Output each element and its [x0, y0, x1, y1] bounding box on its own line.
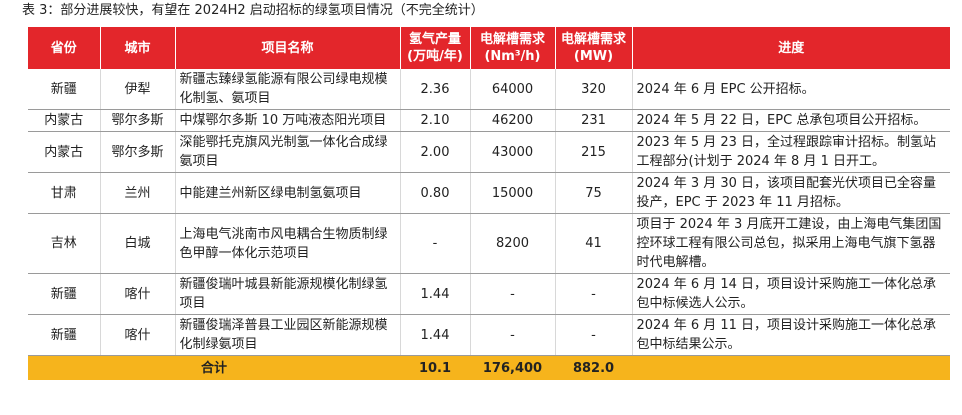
table-cell: 内蒙古 [28, 131, 100, 173]
table-cell: 新疆志臻绿氢能源有限公司绿电规模化制氢、氨项目 [174, 69, 400, 110]
header-text: (MW) [573, 49, 614, 64]
table-cell: 46200 [469, 109, 555, 132]
table-row: 吉林 白城 上海电气洮南市风电耦合生物质制绿色甲醇一体化示范项目 -8200 41 项目于… [28, 213, 950, 274]
table-cell: 2024 年 6 月 EPC 公开招标。 [631, 69, 950, 110]
header-text: 省份 [50, 40, 77, 56]
table-cell: 231 [554, 109, 632, 132]
header-cell: 氢气产量 (万吨/年) [399, 27, 470, 69]
total-cell: 882.0 [555, 355, 632, 380]
total-cell: 10.1 [400, 355, 470, 380]
table-cell: 上海电气洮南市风电耦合生物质制绿色甲醇一体化示范项目 [174, 213, 400, 274]
table-cell: 320 [554, 69, 632, 110]
table-cell: 2024 年 6 月 11 日，项目设计采购施工一体化总承包中标结果公示。 [631, 314, 950, 356]
table-cell: 2023 年 5 月 23 日，全过程跟踪审计招标。制氢站工程部分(计划于 20… [631, 131, 950, 173]
table-row: 新疆 喀什 新疆俊瑞泽普县工业园区新能源规模化制绿氨项目 1.44- -2024 年 6… [28, 314, 950, 356]
header-row: 省份 城市 项目名称 氢气产量 (万吨/年) 电解槽需求 (Nm³/h) 电解槽需求 (MW) 进… [28, 27, 950, 69]
table-cell: 1.44 [399, 273, 470, 315]
table-row: 新疆 伊犁 新疆志臻绿氢能源有限公司绿电规模化制氢、氨项目 2.36 64000 320 2… [28, 69, 950, 110]
table-cell: 喀什 [99, 314, 175, 356]
table-cell: 15000 [469, 172, 555, 214]
table-cell: 新疆 [28, 69, 100, 110]
table-cell: 中煤鄂尔多斯 10 万吨液态阳光项目 [174, 109, 400, 132]
header-cell: 进度 [631, 27, 950, 69]
header-text: 城市 [124, 40, 151, 56]
table-cell: 中能建兰州新区绿电制氢氨项目 [174, 172, 400, 214]
table-row: 新疆 喀什 新疆俊瑞叶城县新能源规模化制绿氢项目 1.44- -2024 年 6 月 1… [28, 273, 950, 315]
table-cell: 2.36 [399, 69, 470, 110]
table-cell: 0.80 [399, 172, 470, 214]
table-cell: 215 [554, 131, 632, 173]
table-cell: - [469, 273, 555, 315]
table-cell: 8200 [469, 213, 555, 274]
table-cell: 2.00 [399, 131, 470, 173]
header-text: 进度 [778, 40, 805, 56]
table-cell: 内蒙古 [28, 109, 100, 132]
header-text: 项目名称 [261, 40, 314, 56]
table-cell: 项目于 2024 年 3 月底开工建设，由上海电气集团国控环球工程有限公司总包，… [631, 213, 950, 274]
table-row: 甘肃 兰州 中能建兰州新区绿电制氢氨项目 0.80 15000 75 2024 年 3 月 … [28, 172, 950, 214]
header-text: (万吨/年) [407, 49, 463, 64]
total-cell: 合计 [28, 355, 400, 380]
table-title: 表 3：部分进展较快，有望在 2024H2 启动招标的绿氢项目情况（不完全统计） [22, 3, 484, 18]
table-cell: 喀什 [99, 273, 175, 315]
total-cell: 176,400 [470, 355, 555, 380]
table-row: 内蒙古 鄂尔多斯 中煤鄂尔多斯 10 万吨液态阳光项目 2.10 46200 231 202… [28, 109, 950, 132]
header-text: (Nm³/h) [484, 49, 541, 64]
table-cell: 64000 [469, 69, 555, 110]
table-row: 内蒙古 鄂尔多斯 深能鄂托克旗风光制氢一体化合成绿氨项目 2.00 43000 215 20… [28, 131, 950, 173]
header-cell: 城市 [99, 27, 175, 69]
header-text: 氢气产量 [408, 32, 461, 47]
header-cell: 电解槽需求 (MW) [554, 27, 632, 69]
header-text: 电解槽需求 [479, 32, 545, 47]
table-cell: 新疆 [28, 273, 100, 315]
table-cell: - [554, 273, 632, 315]
table-cell: 1.44 [399, 314, 470, 356]
table-cell: 鄂尔多斯 [99, 131, 175, 173]
table-cell: 2.10 [399, 109, 470, 132]
table-cell: 鄂尔多斯 [99, 109, 175, 132]
table-cell: - [554, 314, 632, 356]
header-text: 电解槽需求 [560, 32, 626, 47]
table-cell: 吉林 [28, 213, 100, 274]
header-cell: 项目名称 [174, 27, 400, 69]
table-cell: 2024 年 6 月 14 日，项目设计采购施工一体化总承包中标候选人公示。 [631, 273, 950, 315]
table-body: 新疆 伊犁 新疆志臻绿氢能源有限公司绿电规模化制氢、氨项目 2.36 64000 320 2… [28, 69, 950, 380]
header-cell: 省份 [28, 27, 100, 69]
header-cell: 电解槽需求 (Nm³/h) [469, 27, 555, 69]
table-cell: - [399, 213, 470, 274]
table-cell: 甘肃 [28, 172, 100, 214]
table-cell: 43000 [469, 131, 555, 173]
table-cell: 伊犁 [99, 69, 175, 110]
table-cell: 41 [554, 213, 632, 274]
project-table: 省份 城市 项目名称 氢气产量 (万吨/年) 电解槽需求 (Nm³/h) 电解槽需求 (MW) 进… [28, 27, 950, 380]
table-cell: 新疆 [28, 314, 100, 356]
table-cell: 新疆俊瑞叶城县新能源规模化制绿氢项目 [174, 273, 400, 315]
table-cell: 兰州 [99, 172, 175, 214]
table-cell: 2024 年 5 月 22 日，EPC 总承包项目公开招标。 [631, 109, 950, 132]
total-cell [632, 355, 950, 380]
table-cell: 白城 [99, 213, 175, 274]
total-row: 合计 10.1 176,400 882.0 [28, 355, 950, 380]
table-cell: 75 [554, 172, 632, 214]
table-cell: 深能鄂托克旗风光制氢一体化合成绿氨项目 [174, 131, 400, 173]
table-cell: - [469, 314, 555, 356]
table-cell: 2024 年 3 月 30 日，该项目配套光伏项目已全容量投产，EPC 于 20… [631, 172, 950, 214]
table-cell: 新疆俊瑞泽普县工业园区新能源规模化制绿氨项目 [174, 314, 400, 356]
